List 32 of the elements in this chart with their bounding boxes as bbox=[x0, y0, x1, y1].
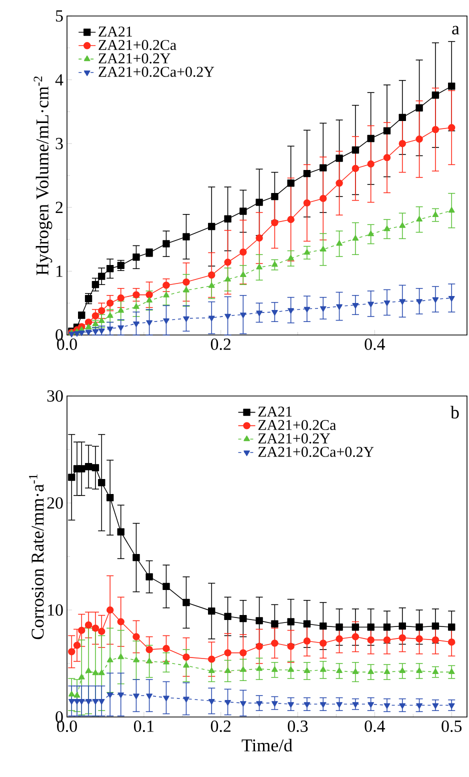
y-tick-label: 10 bbox=[48, 604, 63, 616]
x-tick-label: 0.2 bbox=[210, 720, 230, 732]
legend-label: ZA21 bbox=[258, 406, 292, 416]
y-tick-label: 3 bbox=[56, 138, 63, 150]
x-tick-label: 0.4 bbox=[364, 338, 386, 350]
x-tick-label: 0.3 bbox=[288, 720, 308, 732]
y-tick-label: 20 bbox=[47, 497, 63, 509]
y-axis-title: Hydrogen Volume/mL·cm$^{-2}$ bbox=[34, 76, 52, 276]
annotation: b bbox=[450, 406, 459, 419]
legend-label: ZA21+0.2Y bbox=[258, 433, 330, 444]
y-tick-label: 4 bbox=[55, 74, 64, 86]
y-tick-label: 30 bbox=[47, 390, 63, 402]
legend-label: ZA21+0.2Ca+0.2Y bbox=[98, 66, 214, 77]
legend-label: ZA21+0.2Ca bbox=[98, 40, 176, 50]
legend-label: ZA21 bbox=[98, 26, 132, 36]
y-tick-label: 0 bbox=[56, 711, 63, 723]
x-axis-title: Time/d bbox=[242, 738, 292, 752]
y-tick-label: 1 bbox=[56, 266, 62, 277]
legend-label: ZA21+0.2Y bbox=[98, 53, 170, 64]
y-tick-label: 0 bbox=[56, 329, 63, 341]
x-tick-label: 0.0 bbox=[57, 720, 77, 732]
x-tick-label: 0.4 bbox=[364, 720, 386, 732]
x-tick-label: 0.1 bbox=[134, 720, 154, 732]
x-tick-label: 0.2 bbox=[210, 338, 230, 350]
legend-label: ZA21+0.2Ca bbox=[258, 420, 336, 430]
y-axis-title: Corrosion Rate/mm·a$^{-1}$ bbox=[29, 474, 44, 640]
x-tick-label: 0.5 bbox=[442, 720, 462, 732]
x-tick-label: 0.0 bbox=[57, 338, 77, 350]
y-tick-label: 2 bbox=[56, 202, 63, 213]
legend-label: ZA21+0.2Ca+0.2Y bbox=[258, 446, 374, 457]
y-tick-label: 5 bbox=[56, 10, 63, 22]
annotation: a bbox=[452, 26, 460, 34]
